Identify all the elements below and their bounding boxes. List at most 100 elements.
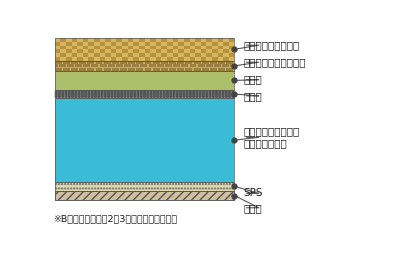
Circle shape [75,91,77,92]
Bar [100,49,105,53]
Bar [120,61,127,64]
Circle shape [88,184,90,185]
Circle shape [72,94,74,95]
Circle shape [209,96,211,97]
Circle shape [193,96,194,97]
Circle shape [104,94,106,95]
Text: 裏面材: 裏面材 [244,203,262,213]
Circle shape [127,94,129,95]
Circle shape [158,188,159,189]
Bar [195,53,201,57]
Circle shape [206,93,208,94]
Circle shape [94,91,96,92]
Bar [167,57,173,61]
Bar [105,46,111,49]
Bar [153,68,160,71]
Bar [140,64,148,67]
Circle shape [70,184,72,185]
Circle shape [62,93,64,94]
Circle shape [56,184,57,185]
Circle shape [78,91,80,92]
Circle shape [82,91,83,92]
Circle shape [136,184,138,185]
Bar [186,68,192,71]
Circle shape [76,184,78,185]
Bar [223,49,229,53]
Bar [55,99,234,182]
Circle shape [121,96,122,97]
Circle shape [211,188,212,189]
Circle shape [92,184,93,185]
Bar [162,38,167,42]
Circle shape [62,96,64,97]
Bar [173,64,180,67]
Circle shape [190,94,191,95]
Circle shape [134,188,135,189]
Circle shape [170,93,172,94]
Circle shape [56,188,57,189]
Bar [71,68,78,71]
Circle shape [114,91,116,92]
Circle shape [202,93,204,94]
Circle shape [187,188,188,189]
Circle shape [91,93,93,94]
Circle shape [187,184,188,185]
Bar [55,90,234,99]
Circle shape [160,93,162,94]
Circle shape [134,91,136,92]
Circle shape [128,188,129,189]
Circle shape [137,91,139,92]
Circle shape [130,184,132,185]
Bar [71,61,78,64]
Bar [55,64,58,67]
Bar [206,46,212,49]
Circle shape [180,94,182,95]
Circle shape [144,91,146,92]
Bar [190,64,196,67]
Circle shape [170,96,172,97]
Circle shape [193,188,194,189]
Bar [162,53,167,57]
Circle shape [205,184,206,185]
Bar [55,191,234,200]
Circle shape [116,188,117,189]
Bar [79,61,86,64]
Circle shape [172,188,174,189]
Bar [60,46,66,49]
Bar [55,38,234,61]
Circle shape [232,94,234,95]
Text: SPS: SPS [244,188,263,198]
Bar [201,42,206,46]
Bar [206,38,212,42]
Bar [55,42,60,46]
Circle shape [160,91,162,92]
Circle shape [206,91,208,92]
Circle shape [226,93,227,94]
Bar [144,61,152,64]
Circle shape [223,184,224,185]
Bar [194,61,200,64]
Circle shape [110,184,111,185]
Circle shape [157,93,158,94]
Circle shape [82,94,83,95]
Bar [149,64,156,67]
Bar [55,61,234,71]
Text: ※B形シリカゲル（2－3㎜）を化粧配に散布: ※B形シリカゲル（2－3㎜）を化粧配に散布 [53,214,177,223]
Circle shape [140,96,142,97]
Circle shape [68,188,69,189]
Circle shape [199,94,201,95]
Bar [66,49,72,53]
Bar [136,61,143,64]
Circle shape [183,94,185,95]
Bar [161,68,168,71]
Circle shape [65,94,67,95]
Bar [223,57,229,61]
Circle shape [178,188,180,189]
Circle shape [74,188,75,189]
Circle shape [190,96,191,97]
Circle shape [112,188,114,189]
Bar [190,42,195,46]
Bar [229,38,234,42]
Circle shape [111,96,113,97]
Bar [104,61,111,64]
